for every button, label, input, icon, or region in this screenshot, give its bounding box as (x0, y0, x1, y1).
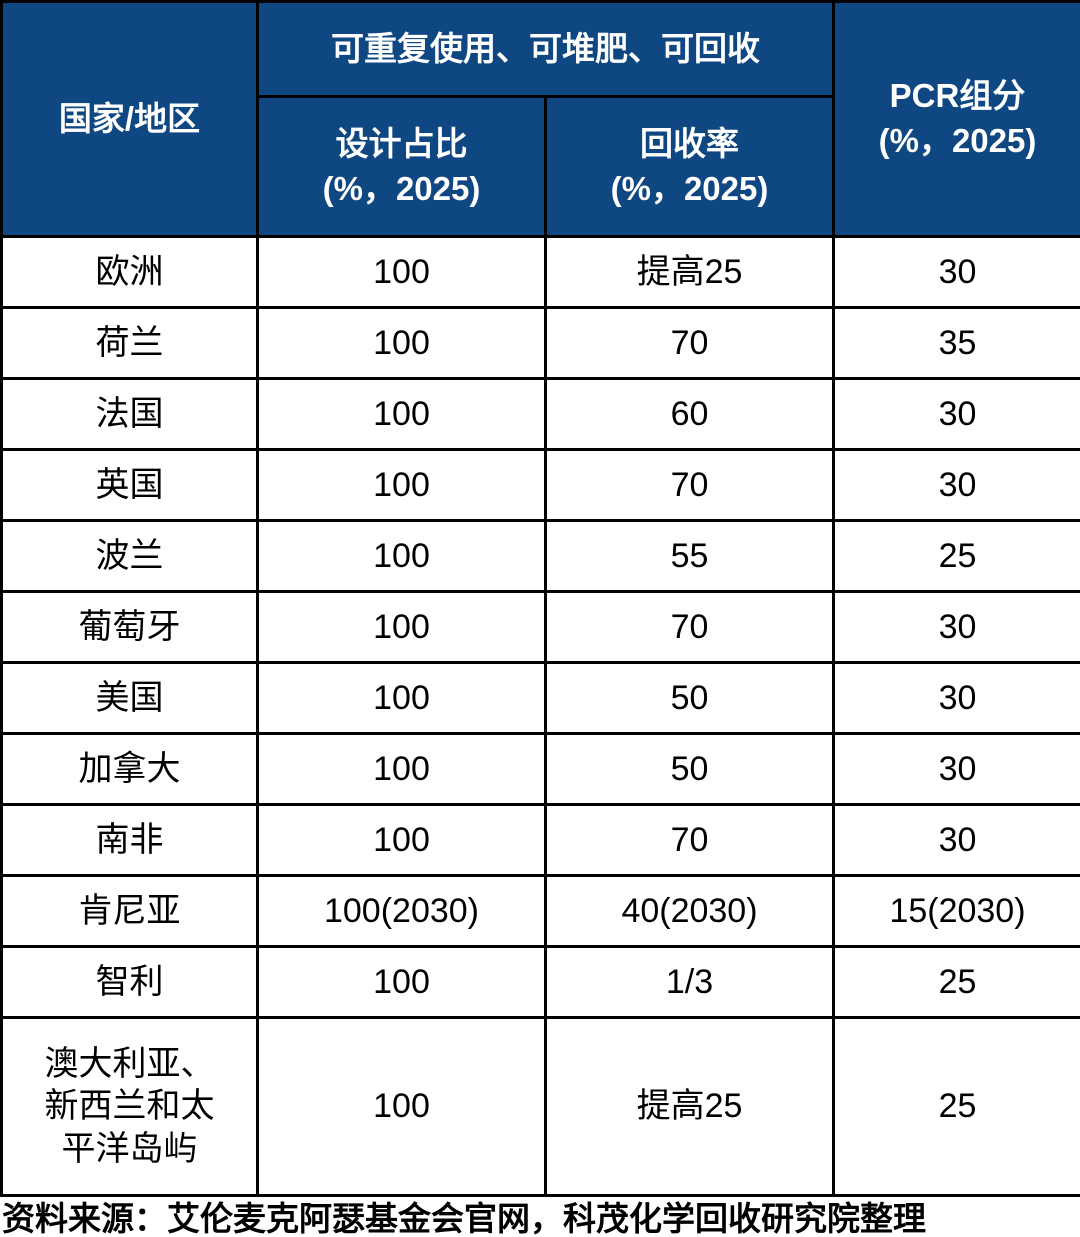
cell-design: 100 (256, 448, 547, 522)
table-row: 澳大利亚、 新西兰和太 平洋岛屿 100 提高25 25 (0, 1016, 1080, 1197)
cell-pcr: 30 (832, 732, 1080, 806)
cell-recycle: 40(2030) (544, 874, 835, 948)
table-row: 智利 100 1/3 25 (0, 945, 1080, 1019)
cell-recycle: 1/3 (544, 945, 835, 1019)
cell-country: 葡萄牙 (0, 590, 259, 664)
cell-country: 肯尼亚 (0, 874, 259, 948)
header-country: 国家/地区 (0, 0, 259, 238)
cell-design: 100 (256, 519, 547, 593)
cell-pcr: 30 (832, 377, 1080, 451)
cell-recycle: 70 (544, 590, 835, 664)
cell-recycle: 50 (544, 732, 835, 806)
cell-recycle: 55 (544, 519, 835, 593)
cell-pcr: 25 (832, 519, 1080, 593)
cell-design: 100 (256, 235, 547, 309)
table-row: 欧洲 100 提高25 30 (0, 235, 1080, 309)
table-row: 美国 100 50 30 (0, 661, 1080, 735)
cell-country: 加拿大 (0, 732, 259, 806)
cell-country: 法国 (0, 377, 259, 451)
cell-design: 100 (256, 945, 547, 1019)
header-recycle-rate: 回收率 (%，2025) (544, 95, 835, 238)
cell-design: 100 (256, 732, 547, 806)
table-row: 荷兰 100 70 35 (0, 306, 1080, 380)
cell-pcr: 30 (832, 235, 1080, 309)
table-row: 法国 100 60 30 (0, 377, 1080, 451)
source-note: 资料来源：艾伦麦克阿瑟基金会官网，科茂化学回收研究院整理 (2, 1200, 926, 1237)
cell-recycle: 60 (544, 377, 835, 451)
table-row: 葡萄牙 100 70 30 (0, 590, 1080, 664)
header-group: 可重复使用、可堆肥、可回收 (256, 0, 835, 98)
cell-pcr: 30 (832, 448, 1080, 522)
cell-pcr: 30 (832, 590, 1080, 664)
table-row: 南非 100 70 30 (0, 803, 1080, 877)
table-row: 肯尼亚 100(2030) 40(2030) 15(2030) (0, 874, 1080, 948)
cell-pcr: 25 (832, 1016, 1080, 1197)
cell-country: 智利 (0, 945, 259, 1019)
table-body: 欧洲 100 提高25 30 荷兰 100 70 35 法国 100 60 30… (0, 235, 1080, 1197)
cell-country: 美国 (0, 661, 259, 735)
cell-country: 波兰 (0, 519, 259, 593)
cell-design: 100 (256, 377, 547, 451)
cell-pcr: 15(2030) (832, 874, 1080, 948)
cell-pcr: 30 (832, 803, 1080, 877)
cell-recycle: 50 (544, 661, 835, 735)
cell-pcr: 25 (832, 945, 1080, 1019)
header-pcr: PCR组分 (%，2025) (832, 0, 1080, 238)
table-row: 加拿大 100 50 30 (0, 732, 1080, 806)
cell-design: 100 (256, 661, 547, 735)
cell-country: 南非 (0, 803, 259, 877)
regulation-table: 国家/地区 可重复使用、可堆肥、可回收 PCR组分 (%，2025) 设计占比 … (0, 0, 1080, 1197)
table-header: 国家/地区 可重复使用、可堆肥、可回收 PCR组分 (%，2025) 设计占比 … (0, 0, 1080, 238)
cell-recycle: 70 (544, 803, 835, 877)
cell-recycle: 提高25 (544, 235, 835, 309)
cell-recycle: 70 (544, 306, 835, 380)
cell-country: 英国 (0, 448, 259, 522)
cell-pcr: 35 (832, 306, 1080, 380)
header-design-share: 设计占比 (%，2025) (256, 95, 547, 238)
cell-recycle: 提高25 (544, 1016, 835, 1197)
cell-design: 100 (256, 306, 547, 380)
table-row: 波兰 100 55 25 (0, 519, 1080, 593)
table-row: 英国 100 70 30 (0, 448, 1080, 522)
cell-country: 荷兰 (0, 306, 259, 380)
cell-country: 欧洲 (0, 235, 259, 309)
cell-country: 澳大利亚、 新西兰和太 平洋岛屿 (0, 1016, 259, 1197)
cell-recycle: 70 (544, 448, 835, 522)
cell-design: 100 (256, 590, 547, 664)
cell-design: 100(2030) (256, 874, 547, 948)
cell-pcr: 30 (832, 661, 1080, 735)
cell-design: 100 (256, 803, 547, 877)
cell-design: 100 (256, 1016, 547, 1197)
